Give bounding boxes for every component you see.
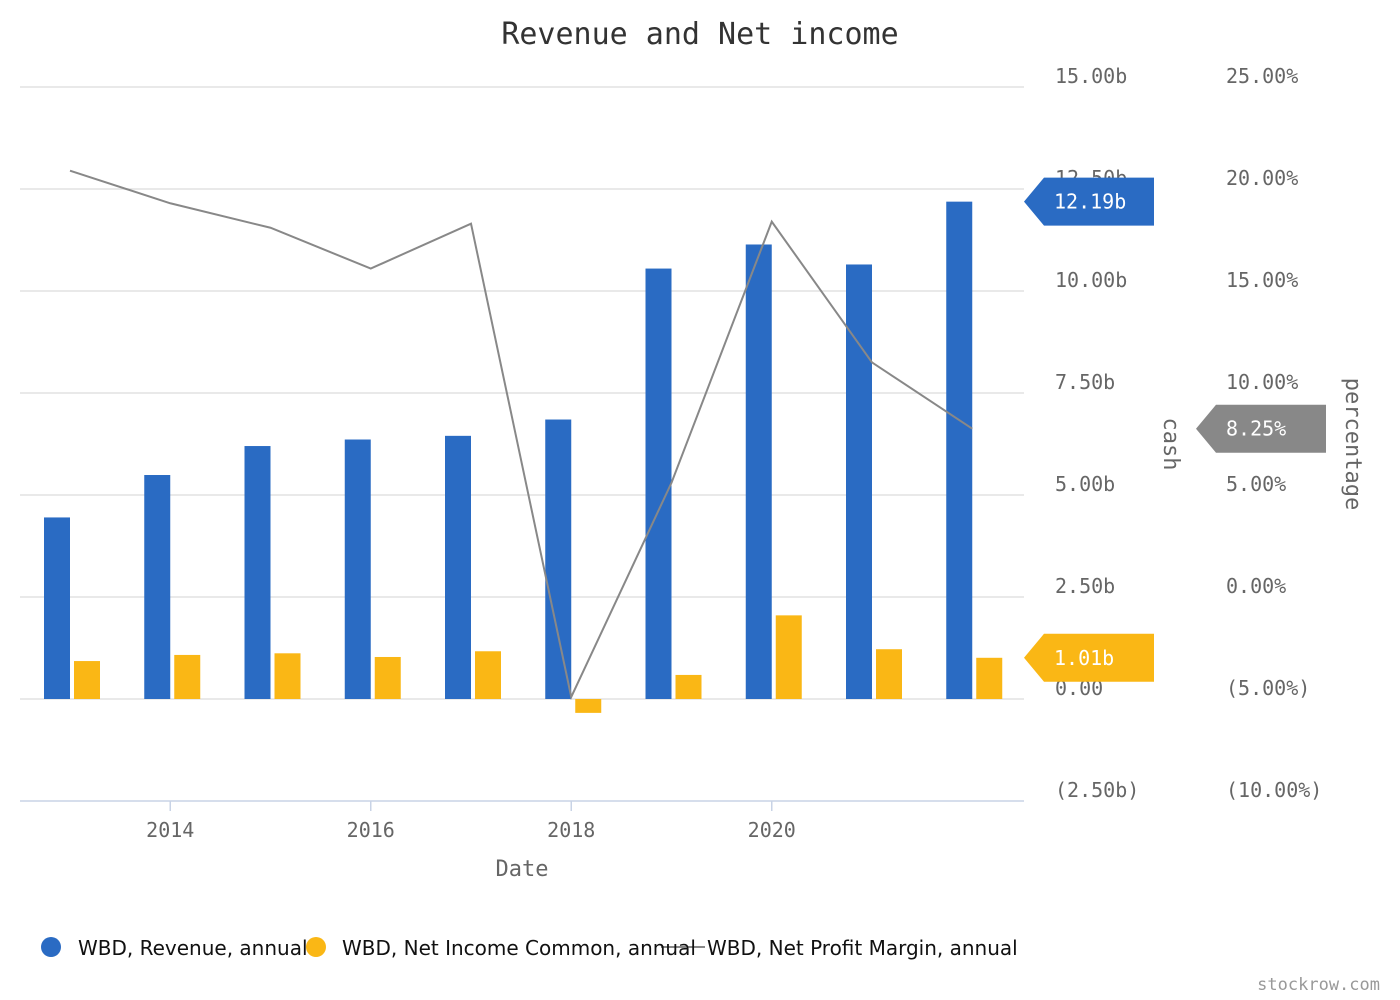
line-series <box>69 169 973 701</box>
net-income-bar <box>475 651 501 699</box>
net-income-bar <box>274 653 301 699</box>
x-tick-label: 2018 <box>547 818 595 842</box>
revenue-bar <box>445 435 471 699</box>
right-tick-label: 5.00% <box>1226 472 1286 496</box>
net-profit-margin-line <box>69 169 973 701</box>
legend: WBD, Revenue, annual WBD, Net Income Comm… <box>41 936 1018 960</box>
net-income-bar <box>174 654 201 699</box>
right-tick-label: 0.00% <box>1226 574 1286 598</box>
x-tick-label: 2016 <box>347 818 395 842</box>
left-tick-label: 5.00b <box>1055 472 1115 496</box>
x-axis: 2014 2016 2018 2020 <box>20 800 1024 842</box>
revenue-bar <box>745 244 772 699</box>
right-tick-label: 10.00% <box>1226 370 1298 394</box>
left-axis-title: cash <box>1158 418 1183 471</box>
right-axis-ticks: 25.00% 20.00% 15.00% 10.00% 5.00% 0.00% (5.00%… <box>1226 64 1322 802</box>
left-tick-label: (2.50b) <box>1055 778 1139 802</box>
net-income-bar <box>74 661 100 699</box>
last-value-flag-label: 8.25% <box>1226 417 1286 441</box>
legend-label: WBD, Net Profit Margin, annual <box>707 936 1018 960</box>
right-tick-label: 20.00% <box>1226 166 1298 190</box>
gridlines <box>20 86 1024 700</box>
revenue-bar <box>946 201 973 699</box>
revenue-bar <box>645 268 672 699</box>
net-income-bar <box>675 674 702 699</box>
revenue-bar <box>44 517 70 699</box>
left-tick-label: 10.00b <box>1055 268 1127 292</box>
left-tick-label: 7.50b <box>1055 370 1115 394</box>
last-value-flag-label: 1.01b <box>1054 646 1114 670</box>
revenue-bar <box>144 475 171 699</box>
last-value-flags: 12.19b 1.01b 8.25% <box>1024 177 1326 682</box>
net-income-bar <box>374 656 401 699</box>
right-tick-label: (10.00%) <box>1226 778 1322 802</box>
right-tick-label: 15.00% <box>1226 268 1298 292</box>
right-tick-label: (5.00%) <box>1226 676 1310 700</box>
right-tick-label: 25.00% <box>1226 64 1298 88</box>
net-income-bar <box>876 649 902 699</box>
last-value-flag <box>1024 177 1154 226</box>
left-tick-label: 2.50b <box>1055 574 1115 598</box>
net-income-bar <box>575 699 602 713</box>
x-axis-title: Date <box>496 857 549 882</box>
revenue-bar <box>244 446 271 699</box>
last-value-flag <box>1024 633 1154 682</box>
net-income-bar <box>976 657 1003 699</box>
left-axis-ticks: 15.00b12.50b10.00b7.50b5.00b2.50b0.00(2.… <box>1055 64 1139 802</box>
legend-marker <box>41 937 61 957</box>
right-axis-title: percentage <box>1340 378 1365 510</box>
last-value-flag-label: 12.19b <box>1054 190 1126 214</box>
legend-marker <box>306 937 326 957</box>
revenue-bar <box>344 439 371 699</box>
bar-series <box>44 201 1003 713</box>
x-tick-label: 2014 <box>146 818 194 842</box>
legend-label: WBD, Revenue, annual <box>78 936 308 960</box>
credit-label: stockrow.com <box>1257 975 1380 995</box>
net-income-bar <box>775 615 802 699</box>
revenue-bar <box>545 419 572 699</box>
x-tick-label: 2020 <box>748 818 796 842</box>
left-tick-label: 15.00b <box>1055 64 1127 88</box>
last-value-flag <box>1196 404 1326 453</box>
revenue-bar <box>846 264 872 699</box>
chart-title: Revenue and Net income <box>501 17 898 52</box>
legend-label: WBD, Net Income Common, annual <box>342 936 696 960</box>
